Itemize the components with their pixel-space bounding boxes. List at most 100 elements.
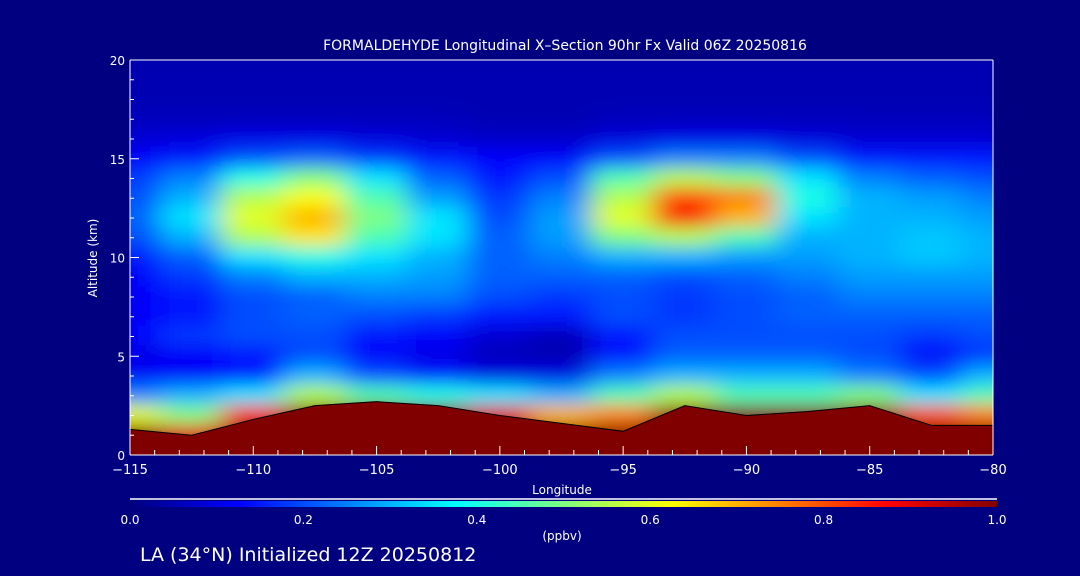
heatmap-cell: [468, 187, 532, 210]
colorbar-tick-label: 0.0: [120, 513, 139, 527]
chart-title: FORMALDEHYDE Longitudinal X–Section 90hr…: [323, 38, 807, 54]
heatmap-cell: [130, 187, 162, 210]
heatmap-cell: [776, 68, 840, 91]
heatmap-cell: [221, 60, 286, 71]
heatmap-cell: [961, 365, 993, 387]
heatmap-cell: [468, 365, 532, 387]
heatmap-cell: [529, 88, 594, 111]
heatmap-cell: [406, 325, 471, 348]
heatmap-cell: [221, 365, 286, 387]
heatmap-cell: [899, 384, 964, 407]
heatmap-cell: [221, 384, 286, 407]
heatmap-cell: [714, 384, 779, 407]
heatmap-cell: [652, 88, 717, 111]
heatmap-cell: [837, 207, 902, 229]
heatmap-cell: [591, 60, 655, 71]
heatmap-cell: [591, 345, 655, 368]
heatmap-cell: [130, 128, 162, 150]
y-axis-label: Altitude (km): [86, 219, 100, 298]
heatmap-cell: [899, 266, 964, 289]
heatmap-cell: [130, 404, 162, 427]
heatmap-cell: [344, 147, 409, 170]
heatmap-cell: [283, 60, 347, 71]
heatmap-cell: [961, 246, 993, 269]
heatmap-cell: [221, 108, 286, 131]
heatmap-cell: [529, 345, 594, 368]
y-tick-label: 15: [110, 153, 125, 167]
heatmap-cell: [652, 108, 717, 131]
heatmap-cell: [344, 60, 409, 71]
heatmap-cell: [468, 286, 532, 308]
heatmap-cell: [652, 266, 717, 289]
heatmap-cell: [344, 384, 409, 407]
heatmap-cell: [221, 88, 286, 111]
heatmap-cell: [591, 325, 655, 348]
heatmap-cell: [468, 246, 532, 269]
x-tick-label: −95: [609, 463, 636, 478]
heatmap-cell: [837, 60, 902, 71]
heatmap-cell: [406, 305, 471, 328]
heatmap-cell: [159, 325, 224, 348]
heatmap-cell: [130, 167, 162, 190]
heatmap-cell: [344, 325, 409, 348]
heatmap-cell: [776, 60, 840, 71]
heatmap-cell: [591, 167, 655, 190]
heatmap-cell: [283, 207, 347, 229]
heatmap-cell: [468, 266, 532, 289]
heatmap-cell: [159, 404, 224, 427]
heatmap-cell: [776, 128, 840, 150]
heatmap-cell: [776, 246, 840, 269]
heatmap-cell: [837, 68, 902, 91]
heatmap-cell: [899, 167, 964, 190]
plot-area: [130, 60, 993, 455]
heatmap-cell: [652, 226, 717, 249]
heatmap-cell: [130, 266, 162, 289]
heatmap-cell: [468, 108, 532, 131]
heatmap-cell: [652, 345, 717, 368]
heatmap-cell: [221, 128, 286, 150]
heatmap-cell: [283, 88, 347, 111]
heatmap-cell: [221, 246, 286, 269]
heatmap-cell: [776, 345, 840, 368]
heatmap-cell: [406, 384, 471, 407]
heatmap-cell: [406, 187, 471, 210]
heatmap-cell: [406, 246, 471, 269]
heatmap-cell: [899, 345, 964, 368]
heatmap-cell: [714, 305, 779, 328]
heatmap-cell: [159, 365, 224, 387]
heatmap-cell: [344, 345, 409, 368]
heatmap-cell: [529, 68, 594, 91]
heatmap-cell: [159, 68, 224, 91]
heatmap-cell: [529, 60, 594, 71]
heatmap-cell: [221, 68, 286, 91]
heatmap-cell: [159, 128, 224, 150]
heatmap-cell: [468, 147, 532, 170]
heatmap-cell: [529, 207, 594, 229]
heatmap-cell: [529, 167, 594, 190]
heatmap-cell: [283, 365, 347, 387]
heatmap-cell: [468, 128, 532, 150]
heatmap-cell: [159, 167, 224, 190]
colorbar-tick-label: 0.6: [641, 513, 660, 527]
heatmap-cell: [837, 266, 902, 289]
heatmap-cell: [283, 167, 347, 190]
heatmap-cell: [221, 305, 286, 328]
heatmap-cell: [961, 128, 993, 150]
heatmap-cell: [406, 60, 471, 71]
heatmap-cell: [652, 207, 717, 229]
heatmap-cell: [776, 207, 840, 229]
heatmap-cell: [591, 365, 655, 387]
heatmap-cell: [529, 365, 594, 387]
heatmap-cell: [221, 226, 286, 249]
heatmap-cell: [130, 68, 162, 91]
x-tick-label: −90: [733, 463, 760, 478]
heatmap-cell: [159, 384, 224, 407]
x-axis-label: Longitude: [532, 483, 592, 497]
heatmap-cell: [529, 305, 594, 328]
colorbar-tick-label: 1.0: [987, 513, 1006, 527]
heatmap-cell: [344, 128, 409, 150]
heatmap-cell: [714, 128, 779, 150]
heatmap-cell: [714, 325, 779, 348]
heatmap-cell: [837, 345, 902, 368]
heatmap-cell: [159, 226, 224, 249]
